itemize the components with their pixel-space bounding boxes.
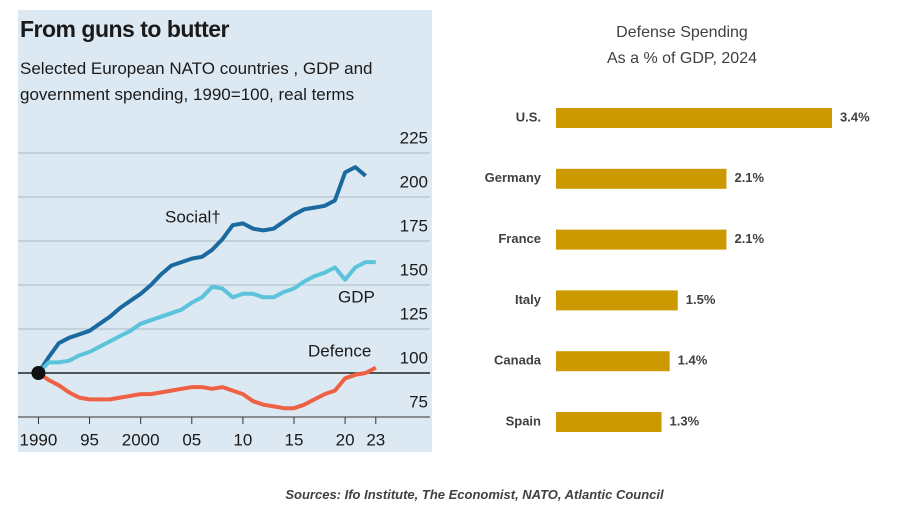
- x-tick-label: 10: [233, 430, 252, 449]
- x-tick-label: 23: [366, 430, 385, 449]
- value-label: 1.5%: [686, 292, 716, 307]
- bar: [556, 229, 727, 250]
- series-line: [37, 365, 377, 411]
- y-tick-label: 200: [400, 172, 428, 191]
- bar: [556, 351, 670, 372]
- x-tick-label: 05: [182, 430, 201, 449]
- x-tick-label: 1990: [20, 430, 58, 449]
- category-label: Canada: [494, 353, 542, 368]
- chart-subtitle: Selected European NATO countries , GDP a…: [20, 59, 373, 104]
- left-panel: [18, 10, 432, 452]
- y-tick-label: 100: [400, 348, 428, 367]
- bar: [556, 290, 678, 311]
- category-label: Germany: [485, 170, 542, 185]
- value-label: 1.3%: [670, 413, 700, 428]
- value-label: 3.4%: [840, 109, 870, 124]
- series-line: [36, 165, 367, 375]
- value-label: 2.1%: [734, 231, 764, 246]
- value-label: 1.4%: [678, 353, 708, 368]
- series-label: Social†: [165, 207, 221, 226]
- y-tick-label: 125: [400, 304, 428, 323]
- y-tick-label: 75: [409, 392, 428, 411]
- bar: [556, 108, 832, 128]
- category-label: France: [498, 231, 541, 246]
- x-tick-label: 2000: [122, 430, 160, 449]
- series-label: GDP: [338, 287, 375, 306]
- y-tick-label: 225: [400, 128, 428, 147]
- origin-dot: [31, 366, 46, 380]
- source: Sources: Ifo Institute, The Economist, N…: [285, 487, 664, 502]
- bar-subtitle: As a % of GDP, 2024: [607, 50, 757, 67]
- y-tick-label: 175: [400, 216, 428, 235]
- x-tick-label: 20: [336, 430, 355, 449]
- series-label: Defence: [308, 341, 371, 360]
- x-tick-label: 15: [285, 430, 304, 449]
- x-tick-label: 95: [80, 430, 99, 449]
- bar-title: Defense Spending: [616, 24, 748, 41]
- y-tick-label: 150: [400, 260, 428, 279]
- bar: [556, 412, 662, 432]
- category-label: U.S.: [516, 109, 541, 124]
- chart-title: From guns to butter: [20, 16, 229, 42]
- bar: [556, 168, 727, 189]
- category-label: Italy: [515, 292, 542, 307]
- series-line: [36, 260, 376, 375]
- category-label: Spain: [506, 413, 541, 428]
- value-label: 2.1%: [734, 170, 764, 185]
